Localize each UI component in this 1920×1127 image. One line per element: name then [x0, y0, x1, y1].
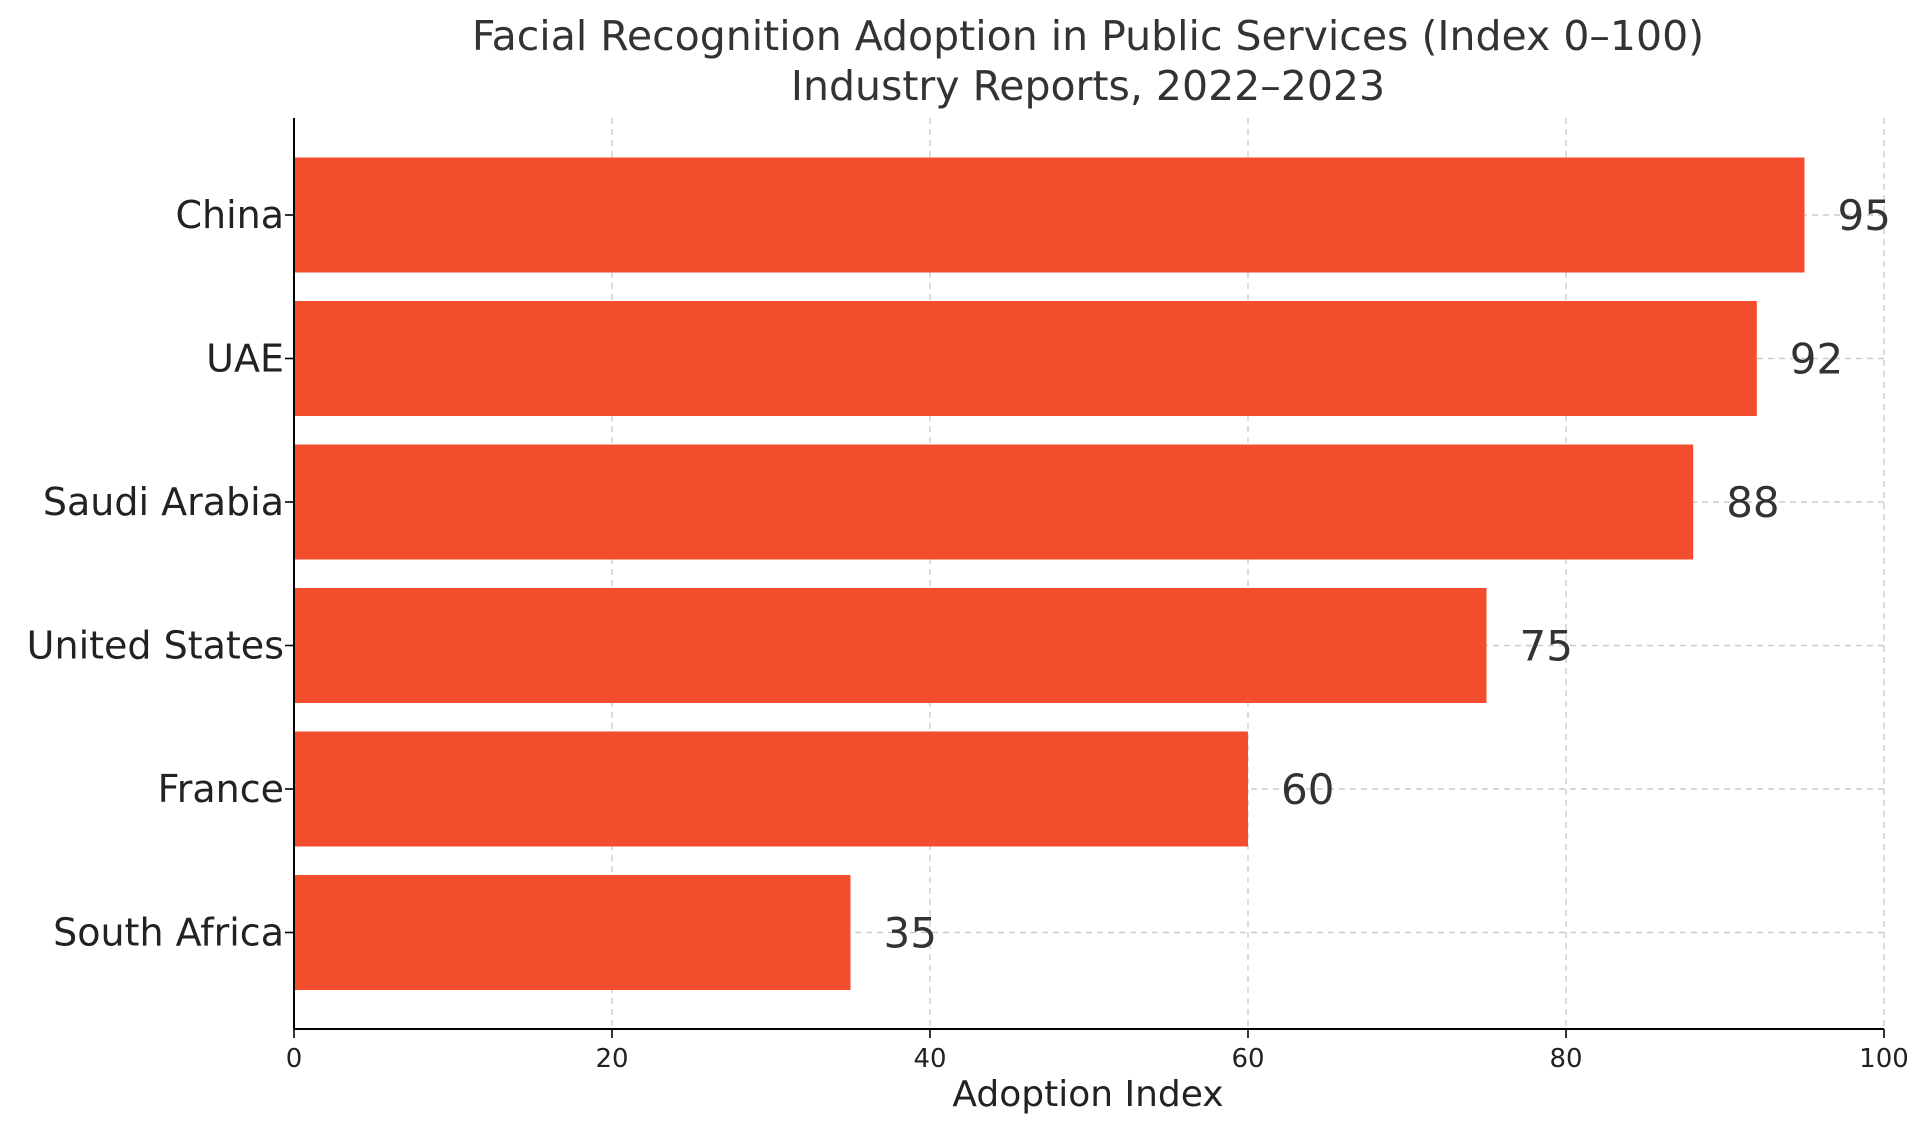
value-label: 92	[1790, 335, 1843, 384]
value-label: 35	[884, 909, 937, 958]
category-label: UAE	[206, 337, 284, 381]
x-tick-label: 0	[286, 1044, 303, 1074]
value-label: 60	[1281, 765, 1334, 814]
bar-south-africa	[294, 875, 851, 990]
bar-uae	[294, 301, 1757, 416]
bars	[294, 157, 1805, 990]
category-label: United States	[27, 624, 284, 668]
x-axis-title: Adoption Index	[952, 1074, 1223, 1115]
bar-saudi-arabia	[294, 444, 1694, 560]
chart-subtitle: Industry Reports, 2022–2023	[791, 62, 1385, 110]
category-label: Saudi Arabia	[43, 480, 284, 524]
x-tick-label: 100	[1859, 1044, 1909, 1074]
bar-france	[294, 731, 1248, 847]
bar-united-states	[294, 588, 1487, 703]
x-tick-label: 60	[1231, 1044, 1264, 1074]
x-tick-label: 80	[1549, 1044, 1582, 1074]
x-tick-label: 40	[913, 1044, 946, 1074]
chart-title-line-1: Facial Recognition Adoption in Public Se…	[472, 12, 1704, 60]
value-label: 95	[1838, 191, 1891, 240]
value-label: 88	[1726, 478, 1779, 527]
axes	[293, 118, 1884, 1030]
chart-title: Facial Recognition Adoption in Public Se…	[472, 12, 1704, 110]
category-label: France	[158, 767, 284, 811]
x-tick-label: 20	[595, 1044, 628, 1074]
bar-china	[294, 157, 1805, 273]
category-label: South Africa	[53, 911, 284, 955]
value-labels: 95 92 88 75 60 35	[884, 191, 1891, 958]
x-axis-ticks: 0 20 40 60 80 100	[285, 214, 1909, 1074]
category-labels: China UAE Saudi Arabia United States France S…	[27, 193, 284, 955]
value-label: 75	[1520, 622, 1573, 671]
category-label: China	[175, 193, 284, 237]
